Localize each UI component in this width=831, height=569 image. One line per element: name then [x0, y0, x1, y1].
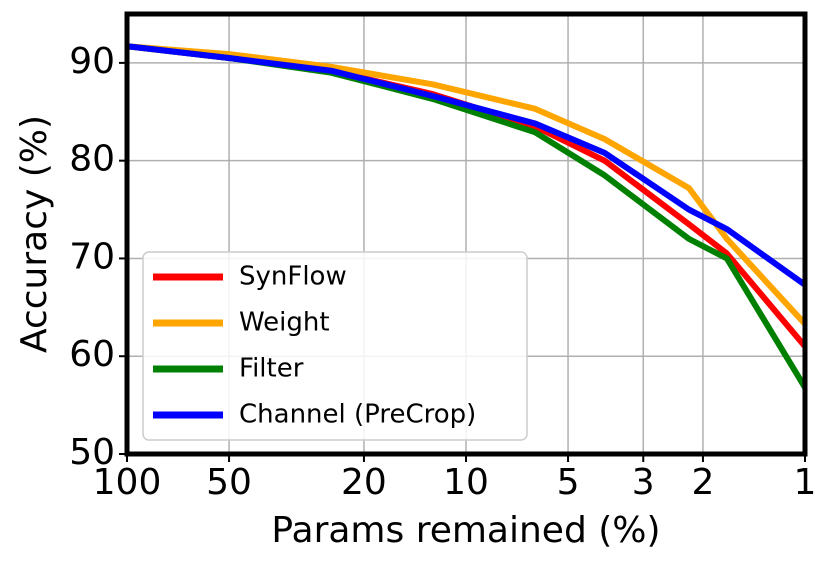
legend-label: Weight — [239, 308, 330, 338]
series-line — [126, 43, 807, 288]
x-tick-label: 3 — [632, 462, 655, 503]
y-tick-label: 70 — [69, 236, 115, 277]
legend-box — [142, 251, 528, 441]
y-tick-label: 80 — [69, 139, 115, 180]
legend-label: Filter — [239, 354, 304, 384]
x-tick-label: 100 — [93, 462, 162, 503]
x-tick-label: 10 — [443, 462, 489, 503]
y-tick-label: 50 — [69, 432, 115, 473]
y-axis-label: Accuracy (%) — [14, 115, 55, 353]
legend: SynFlow Weight Filter Channel (PreCrop) — [142, 251, 528, 441]
x-tick-label: 5 — [557, 462, 580, 503]
legend-label: SynFlow — [239, 262, 347, 292]
x-axis-label: Params remained (%) — [271, 510, 660, 551]
plot-frame — [124, 11, 808, 457]
legend-label: Channel (PreCrop) — [239, 400, 476, 430]
y-tick-label: 90 — [69, 41, 115, 82]
x-tick-label: 2 — [691, 462, 714, 503]
y-tick-label: 60 — [69, 334, 115, 375]
x-tick-label: 1 — [794, 462, 817, 503]
x-tick-label: 20 — [341, 462, 387, 503]
x-tick-label: 50 — [206, 462, 252, 503]
